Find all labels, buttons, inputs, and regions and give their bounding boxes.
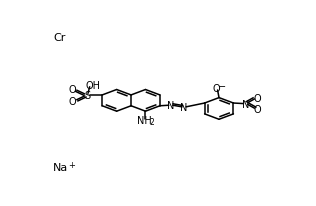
Text: OH: OH [85, 80, 100, 90]
Text: −: − [218, 82, 226, 92]
Text: O: O [253, 93, 261, 103]
Text: O: O [69, 84, 76, 94]
Text: O: O [69, 97, 76, 107]
Text: Cr: Cr [53, 32, 65, 42]
Text: N: N [242, 99, 250, 109]
Text: 2: 2 [150, 118, 155, 126]
Text: +: + [68, 161, 75, 170]
Text: NH: NH [137, 116, 152, 126]
Text: Na: Na [53, 163, 68, 172]
Text: N: N [167, 101, 174, 111]
Text: N: N [180, 102, 188, 112]
Text: S: S [84, 90, 90, 101]
Text: O: O [253, 105, 261, 115]
Text: O: O [213, 84, 220, 94]
